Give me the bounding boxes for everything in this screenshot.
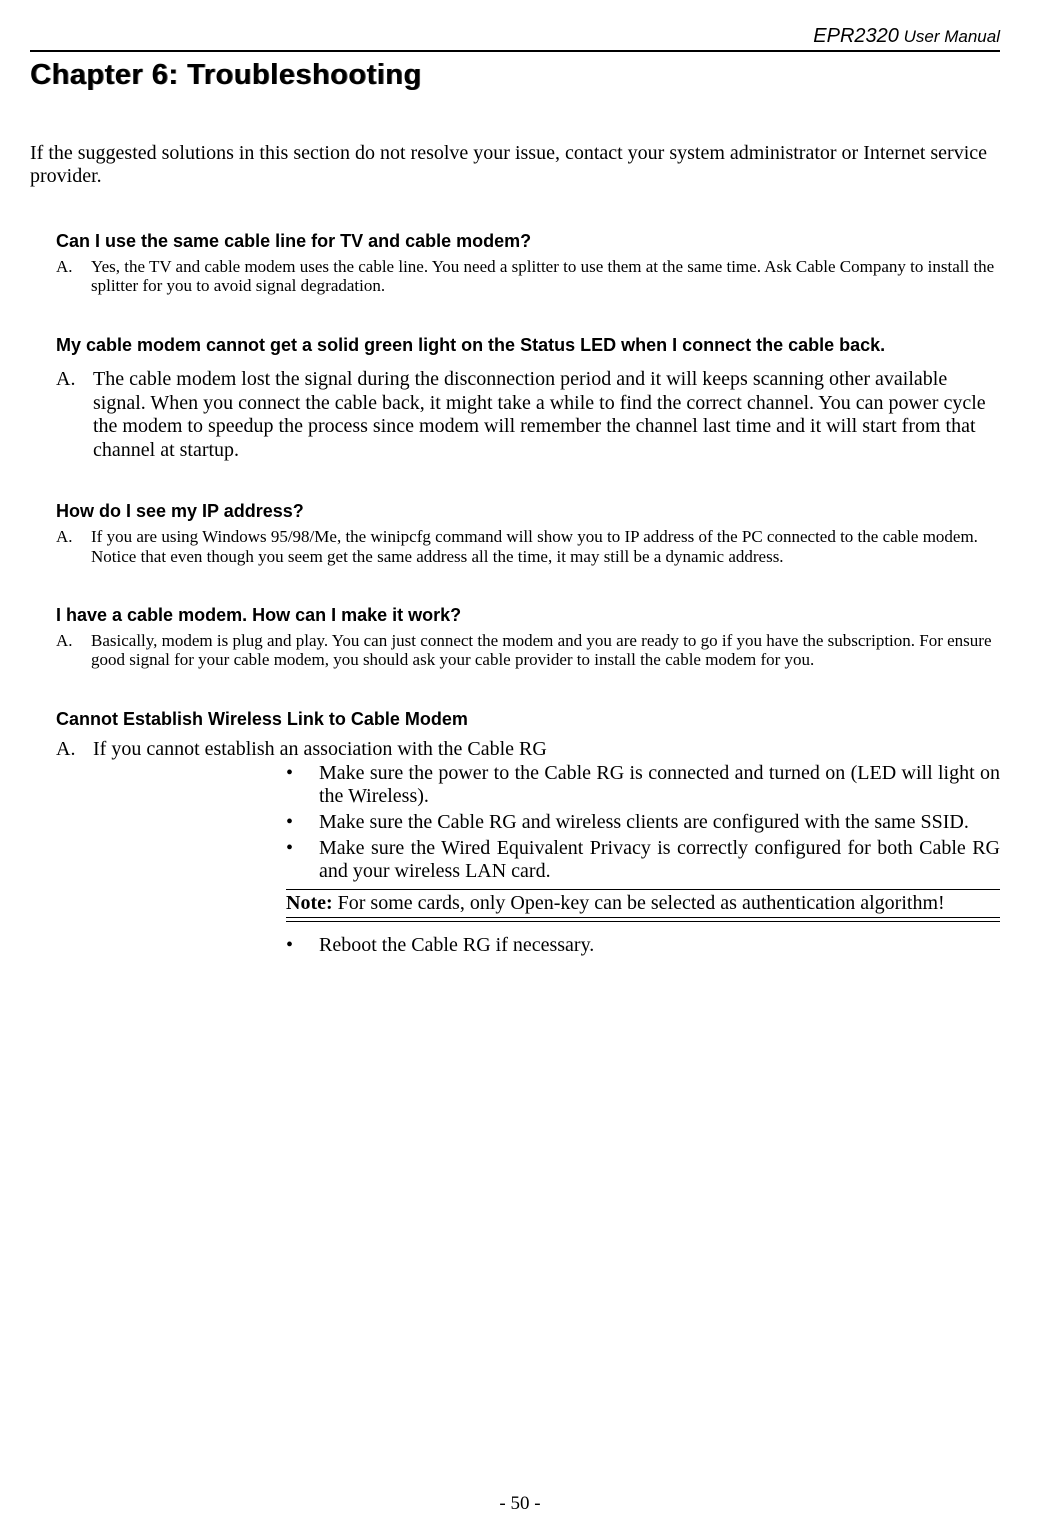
answer-text: Yes, the TV and cable modem uses the cab… [91,257,1000,296]
note-divider [286,921,1000,922]
bullet-text: Reboot the Cable RG if necessary. [319,934,594,958]
question-text: Cannot Establish Wireless Link to Cable … [56,708,1000,731]
bullet-text: Make sure the Cable RG and wireless clie… [319,811,969,835]
answer-row: A. If you are using Windows 95/98/Me, th… [56,527,1000,566]
bullet-icon: • [286,762,319,809]
answer-row: A. Yes, the TV and cable modem uses the … [56,257,1000,296]
answer-label: A. [56,527,91,566]
note-box: Note: For some cards, only Open-key can … [286,889,1000,918]
page-header: EPR2320 User Manual [30,25,1000,52]
bullet-icon: • [286,811,319,835]
question-text: How do I see my IP address? [56,500,1000,523]
answer-lead: If you cannot establish an association w… [93,738,547,762]
answer-row: A. The cable modem lost the signal durin… [56,368,1000,462]
answer-text: If you are using Windows 95/98/Me, the w… [91,527,1000,566]
intro-paragraph: If the suggested solutions in this secti… [30,142,1000,188]
answer-row: A. Basically, modem is plug and play. Yo… [56,631,1000,670]
qa-block-2: My cable modem cannot get a solid green … [56,334,1000,463]
question-text: Can I use the same cable line for TV and… [56,230,1000,253]
chapter-title: Chapter 6: Troubleshooting [30,59,1000,92]
bullet-item: • Reboot the Cable RG if necessary. [286,934,1000,958]
sublist-container: • Make sure the power to the Cable RG is… [286,762,1000,958]
qa-block-5: Cannot Establish Wireless Link to Cable … [56,708,1000,958]
bullet-icon: • [286,837,319,884]
note-text: For some cards, only Open-key can be sel… [333,892,945,914]
qa-block-3: How do I see my IP address? A. If you ar… [56,500,1000,566]
bullet-text: Make sure the Wired Equivalent Privacy i… [319,837,1000,884]
answer-label: A. [56,368,93,462]
question-text: My cable modem cannot get a solid green … [56,334,1000,357]
bullet-icon: • [286,934,319,958]
bullet-text: Make sure the power to the Cable RG is c… [319,762,1000,809]
answer-label: A. [56,738,93,762]
answer-label: A. [56,631,91,670]
qa-block-4: I have a cable modem. How can I make it … [56,604,1000,670]
bullet-item: • Make sure the power to the Cable RG is… [286,762,1000,809]
answer-row: A. If you cannot establish an associatio… [56,738,1000,762]
answer-text: The cable modem lost the signal during t… [93,368,1000,462]
answer-text: Basically, modem is plug and play. You c… [91,631,1000,670]
qa-block-1: Can I use the same cable line for TV and… [56,230,1000,296]
bullet-item: • Make sure the Wired Equivalent Privacy… [286,837,1000,884]
question-text: I have a cable modem. How can I make it … [56,604,1000,627]
page-footer: - 50 - [0,1493,1040,1515]
header-subtitle: User Manual [899,27,1000,46]
answer-label: A. [56,257,91,296]
bullet-item: • Make sure the Cable RG and wireless cl… [286,811,1000,835]
note-label: Note: [286,892,333,914]
header-model: EPR2320 [813,25,899,47]
